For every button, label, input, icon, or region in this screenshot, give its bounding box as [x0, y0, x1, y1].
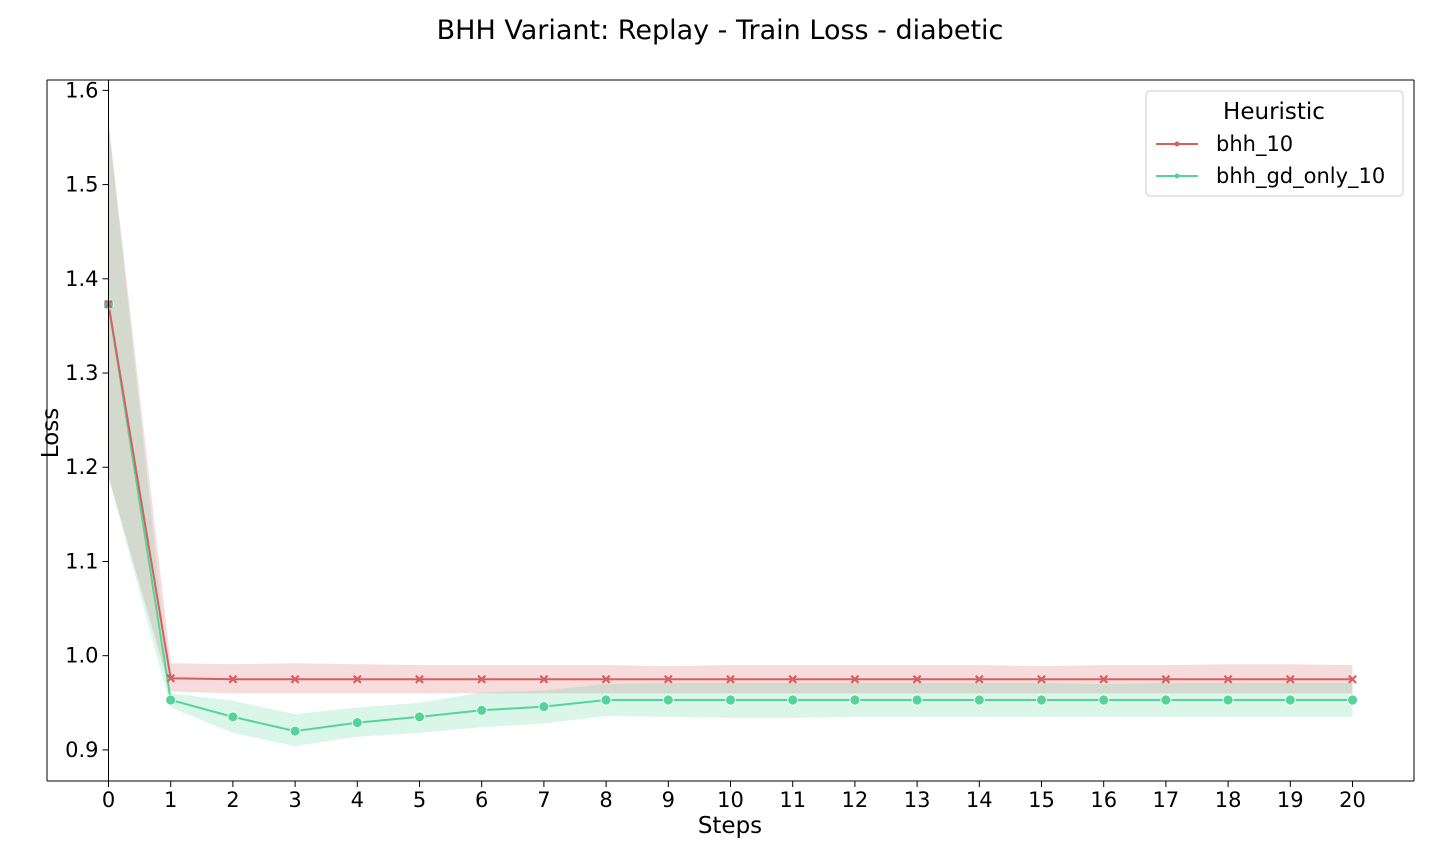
data-point	[351, 717, 363, 728]
y-tick-label: 1.6	[65, 78, 98, 102]
x-tick-label: 20	[1339, 788, 1366, 812]
legend-box	[1145, 90, 1404, 197]
data-point	[1222, 694, 1234, 706]
data-point	[912, 674, 922, 684]
legend-items: bhh_10 bhh_gd_only_10	[1156, 132, 1385, 189]
series-markers	[103, 298, 1358, 737]
data-point	[601, 674, 611, 684]
x-tick-label: 3	[288, 788, 301, 812]
data-point	[1036, 694, 1047, 706]
x-tick-label: 12	[842, 788, 869, 812]
x-tick-label: 19	[1277, 788, 1304, 812]
x-tick-label: 10	[717, 788, 744, 812]
data-point	[1098, 694, 1110, 706]
y-tick-label: 1.2	[65, 455, 98, 479]
legend: Heuristic bhh_10 bhh_gd_only_10	[1145, 90, 1404, 197]
data-point	[662, 694, 674, 706]
data-point	[352, 674, 362, 684]
data-point	[1285, 674, 1295, 684]
legend-item-bhh_gd_only_10: bhh_gd_only_10	[1156, 164, 1385, 189]
data-point	[1284, 694, 1296, 706]
data-point	[787, 694, 799, 706]
data-point	[973, 694, 985, 706]
data-point	[663, 674, 673, 684]
y-tick-label: 1.1	[65, 549, 98, 573]
data-point	[1347, 694, 1358, 706]
x-tick-label: 0	[102, 788, 115, 812]
y-tick-label: 0.9	[65, 738, 98, 762]
data-point	[166, 673, 176, 683]
data-point	[600, 694, 612, 706]
data-point	[539, 674, 549, 684]
data-point	[974, 674, 984, 684]
x-tick-label: 7	[537, 788, 550, 812]
confidence-bands	[108, 123, 1353, 747]
data-point	[228, 674, 238, 684]
data-point	[788, 674, 798, 684]
data-point	[477, 674, 487, 684]
data-point	[726, 674, 735, 684]
legend-label: bhh_10	[1216, 132, 1293, 157]
legend-label: bhh_gd_only_10	[1216, 164, 1385, 189]
confidence-band-0	[108, 123, 1353, 694]
data-point	[1161, 674, 1171, 684]
y-axis-label: Loss	[38, 408, 64, 458]
data-point	[476, 704, 488, 716]
data-point	[415, 674, 424, 684]
data-point	[1099, 674, 1109, 684]
x-tick-label: 6	[475, 788, 488, 812]
x-tick-label: 14	[966, 788, 993, 812]
x-tick-label: 11	[779, 788, 806, 812]
legend-marker	[1174, 173, 1180, 179]
chart-title: BHH Variant: Replay - Train Loss - diabe…	[437, 15, 1004, 46]
y-ticks: 0.9 1.0 1.1 1.2 1.3 1.4 1.5 1.6	[65, 78, 109, 762]
data-point	[227, 711, 239, 723]
data-point	[850, 674, 860, 684]
y-tick-label: 1.3	[65, 361, 98, 385]
data-point	[538, 701, 550, 712]
legend-item-bhh_10: bhh_10	[1156, 132, 1293, 157]
data-point	[725, 694, 736, 706]
x-tick-label: 15	[1028, 788, 1055, 812]
legend-title: Heuristic	[1223, 99, 1325, 125]
data-point	[849, 694, 861, 706]
x-tick-label: 13	[904, 788, 931, 812]
confidence-band-1	[108, 123, 1353, 747]
data-point	[289, 725, 301, 737]
data-point	[290, 674, 300, 684]
x-tick-label: 2	[226, 788, 239, 812]
data-point	[165, 694, 177, 706]
y-tick-label: 1.5	[65, 173, 98, 197]
legend-marker	[1174, 141, 1180, 147]
x-ticks: 0 1 2 3 4 5 6 7 8 9 10 11 12 13 14 15 16 17 18 19 20	[102, 781, 1366, 812]
y-tick-label: 1.4	[65, 267, 98, 291]
data-point	[911, 694, 923, 706]
data-point	[1160, 694, 1172, 706]
data-point	[1037, 674, 1046, 684]
x-tick-label: 18	[1215, 788, 1242, 812]
x-tick-label: 4	[351, 788, 364, 812]
y-tick-label: 1.0	[65, 644, 98, 668]
x-tick-label: 1	[164, 788, 177, 812]
x-tick-label: 17	[1153, 788, 1180, 812]
x-tick-label: 8	[599, 788, 612, 812]
x-tick-label: 5	[413, 788, 426, 812]
x-tick-label: 9	[662, 788, 675, 812]
x-axis-label: Steps	[698, 813, 762, 839]
series-line-0	[107, 304, 1353, 681]
data-point	[1348, 674, 1357, 684]
data-point	[1223, 674, 1233, 684]
data-point	[414, 711, 425, 723]
x-tick-label: 16	[1090, 788, 1117, 812]
